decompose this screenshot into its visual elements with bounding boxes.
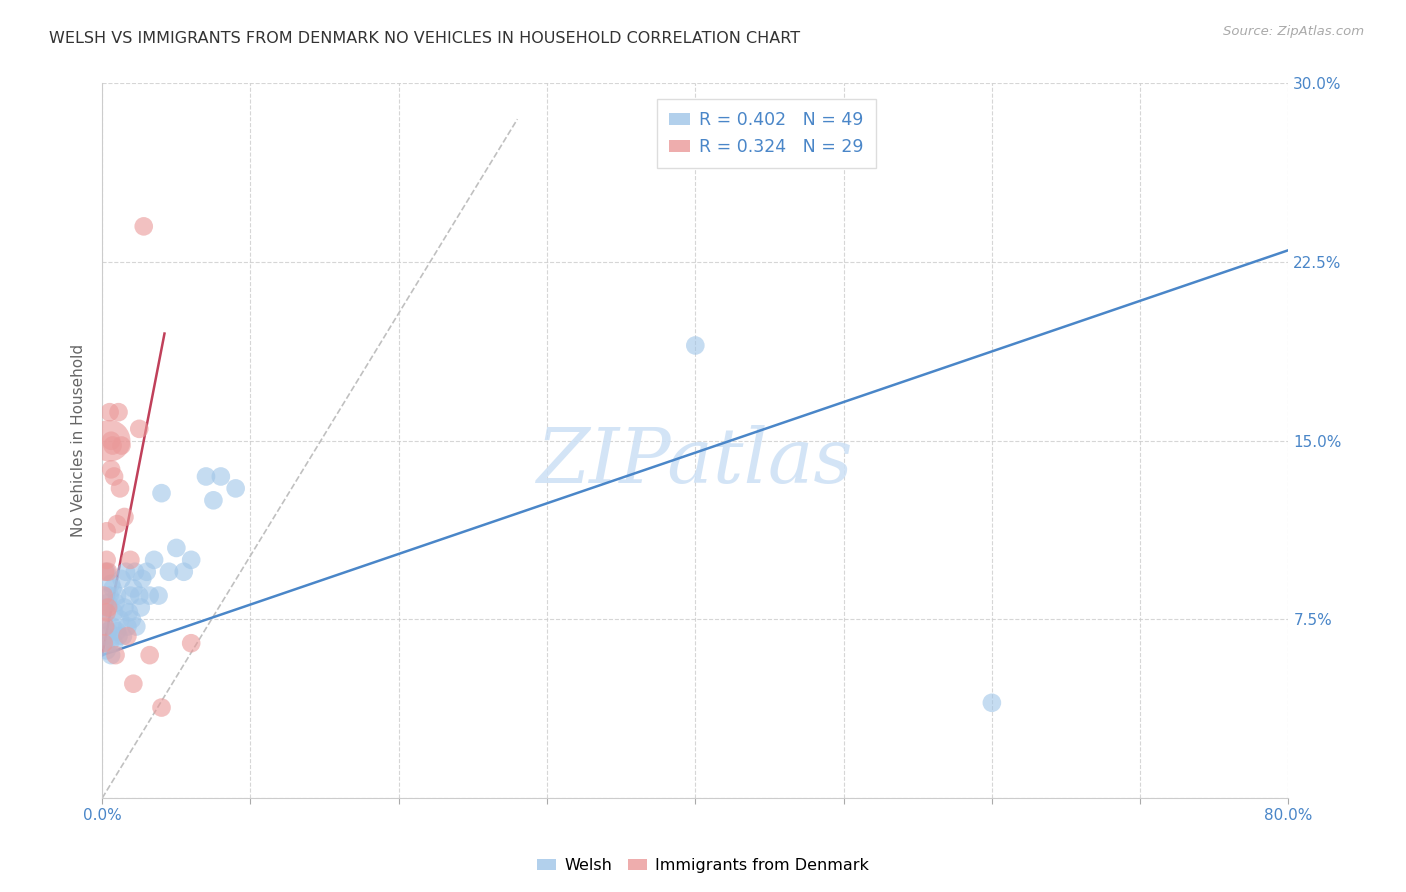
Point bbox=[114, 600, 136, 615]
Legend: Welsh, Immigrants from Denmark: Welsh, Immigrants from Denmark bbox=[530, 852, 876, 880]
Point bbox=[202, 493, 225, 508]
Text: Source: ZipAtlas.com: Source: ZipAtlas.com bbox=[1223, 25, 1364, 38]
Point bbox=[118, 605, 141, 619]
Point bbox=[98, 405, 121, 419]
Point bbox=[93, 589, 115, 603]
Point bbox=[157, 565, 180, 579]
Point bbox=[96, 565, 118, 579]
Point bbox=[138, 648, 160, 662]
Point bbox=[100, 462, 122, 476]
Point bbox=[120, 553, 142, 567]
Point bbox=[117, 619, 139, 633]
Point bbox=[98, 589, 121, 603]
Point bbox=[125, 619, 148, 633]
Point bbox=[105, 589, 128, 603]
Point bbox=[96, 553, 118, 567]
Point bbox=[100, 576, 122, 591]
Point bbox=[101, 438, 124, 452]
Point bbox=[104, 596, 127, 610]
Point bbox=[124, 565, 146, 579]
Point bbox=[97, 624, 120, 639]
Point bbox=[122, 677, 145, 691]
Point bbox=[107, 405, 129, 419]
Point bbox=[120, 589, 142, 603]
Point bbox=[121, 612, 143, 626]
Point bbox=[195, 469, 218, 483]
Point bbox=[108, 612, 131, 626]
Point bbox=[103, 636, 125, 650]
Point bbox=[93, 636, 115, 650]
Point bbox=[114, 510, 136, 524]
Point bbox=[97, 565, 120, 579]
Point bbox=[143, 553, 166, 567]
Point bbox=[150, 700, 173, 714]
Point bbox=[94, 600, 117, 615]
Point bbox=[110, 572, 132, 586]
Point bbox=[100, 434, 122, 448]
Point bbox=[132, 219, 155, 234]
Point bbox=[103, 469, 125, 483]
Point bbox=[128, 589, 150, 603]
Point bbox=[111, 629, 134, 643]
Point bbox=[117, 629, 139, 643]
Point bbox=[685, 338, 707, 352]
Point bbox=[150, 486, 173, 500]
Point bbox=[180, 553, 202, 567]
Point bbox=[100, 648, 122, 662]
Point bbox=[138, 589, 160, 603]
Point bbox=[148, 589, 170, 603]
Point bbox=[94, 629, 117, 643]
Point bbox=[103, 605, 125, 619]
Point bbox=[115, 565, 138, 579]
Point bbox=[165, 541, 187, 555]
Point bbox=[101, 619, 124, 633]
Point bbox=[93, 612, 115, 626]
Point bbox=[96, 605, 118, 619]
Point bbox=[98, 636, 121, 650]
Point bbox=[122, 582, 145, 596]
Text: ZIPatlas: ZIPatlas bbox=[537, 425, 853, 500]
Point bbox=[96, 643, 118, 657]
Point bbox=[131, 572, 153, 586]
Y-axis label: No Vehicles in Household: No Vehicles in Household bbox=[72, 344, 86, 537]
Point bbox=[135, 565, 157, 579]
Point bbox=[173, 565, 195, 579]
Point bbox=[180, 636, 202, 650]
Point bbox=[209, 469, 232, 483]
Point bbox=[980, 696, 1002, 710]
Point bbox=[94, 565, 117, 579]
Point bbox=[97, 596, 120, 610]
Point bbox=[225, 482, 247, 496]
Point bbox=[98, 434, 121, 448]
Point bbox=[104, 648, 127, 662]
Text: WELSH VS IMMIGRANTS FROM DENMARK NO VEHICLES IN HOUSEHOLD CORRELATION CHART: WELSH VS IMMIGRANTS FROM DENMARK NO VEHI… bbox=[49, 31, 800, 46]
Point bbox=[128, 422, 150, 436]
Point bbox=[105, 517, 128, 532]
Point bbox=[101, 582, 124, 596]
Point bbox=[96, 524, 118, 539]
Point bbox=[105, 624, 128, 639]
Point bbox=[97, 600, 120, 615]
Point bbox=[108, 482, 131, 496]
Point bbox=[110, 438, 132, 452]
Point bbox=[107, 629, 129, 643]
Legend: R = 0.402   N = 49, R = 0.324   N = 29: R = 0.402 N = 49, R = 0.324 N = 29 bbox=[658, 99, 876, 169]
Point bbox=[129, 600, 152, 615]
Point bbox=[94, 619, 117, 633]
